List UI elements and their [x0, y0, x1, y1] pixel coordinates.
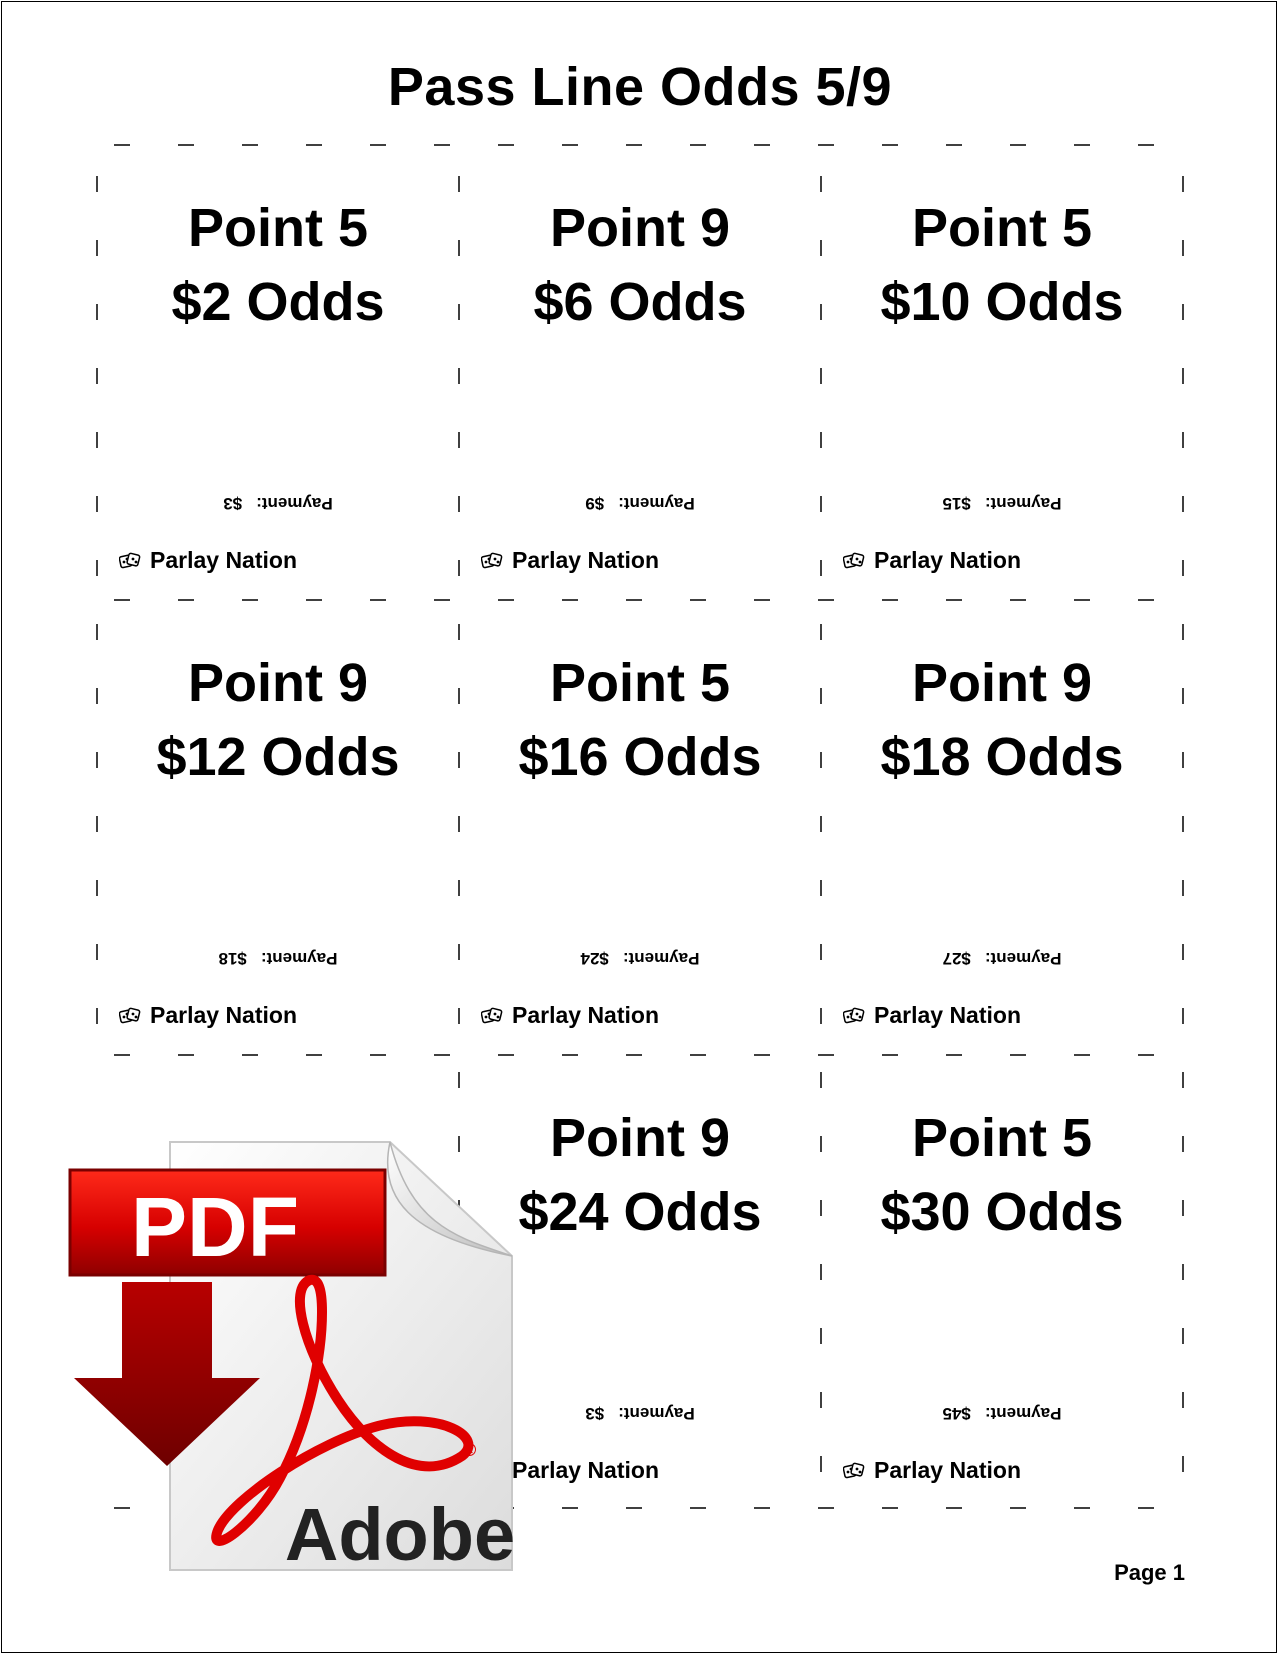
- pdf-label: PDF: [131, 1180, 299, 1274]
- odds-card: Point 9 $6 Odds Payment: $9 Parlay Nation: [459, 145, 821, 599]
- page-title: Pass Line Odds 5/9: [387, 57, 893, 117]
- page-curl: [386, 1141, 513, 1257]
- adobe-wordmark: Adobe: [285, 1493, 515, 1576]
- card-point: Point 9: [911, 653, 1092, 713]
- payment-label: Payment:: [984, 1404, 1062, 1423]
- card-brand: Parlay Nation: [843, 1457, 1021, 1484]
- payment-value: $9: [585, 494, 605, 513]
- card-odds: $24 Odds: [518, 1182, 762, 1242]
- card-brand: Parlay Nation: [481, 1002, 659, 1029]
- card-odds: $30 Odds: [880, 1182, 1124, 1242]
- dice-icon: [119, 552, 141, 568]
- payment-label: Payment:: [256, 494, 333, 513]
- card-brand: Parlay Nation: [481, 547, 659, 574]
- dice-icon: [481, 1007, 503, 1023]
- dice-icon: [481, 552, 503, 568]
- card-odds: $18 Odds: [880, 727, 1124, 787]
- payment-value: $27: [942, 949, 971, 968]
- payment-value: $18: [218, 949, 247, 968]
- odds-card: Point 5 $16 Odds Payment: $24 Parlay Nati…: [459, 600, 821, 1054]
- brand-name: Parlay Nation: [512, 547, 659, 573]
- card-payment: Payment: $15: [821, 493, 1183, 513]
- card-point: Point 9: [187, 653, 368, 713]
- card-payment: Payment: $27: [821, 948, 1183, 968]
- payment-label: Payment:: [260, 949, 338, 968]
- card-point: Point 9: [549, 1108, 730, 1168]
- odds-card: Point 9 $24 Odds Payment: $3 Parlay Natio…: [459, 1055, 821, 1509]
- card-point: Point 5: [911, 1108, 1092, 1168]
- card-point: Point 5: [911, 198, 1092, 258]
- brand-name: Parlay Nation: [512, 1002, 659, 1028]
- brand-name: Parlay Nation: [874, 1002, 1021, 1028]
- card-brand: Parlay Nation: [843, 1002, 1021, 1029]
- odds-card: Point 5 $2 Odds Payment: $3 Parlay Nation: [97, 145, 459, 599]
- payment-label: Payment:: [618, 1404, 695, 1423]
- card-brand: Parlay Nation: [843, 547, 1021, 574]
- card-point: Point 5: [187, 198, 368, 258]
- brand-name: Parlay Nation: [150, 547, 297, 573]
- odds-card: Point 9 $18 Odds Payment: $27 Parlay Nati…: [821, 600, 1183, 1054]
- brand-name: Parlay Nation: [512, 1457, 659, 1483]
- payment-value: $45: [942, 1404, 971, 1423]
- odds-card: Point 5 $10 Odds Payment: $15 Parlay Nati…: [821, 145, 1183, 599]
- payment-label: Payment:: [618, 494, 695, 513]
- card-point: Point 9: [549, 198, 730, 258]
- card-payment: Payment: $18: [97, 948, 459, 968]
- payment-value: $15: [942, 494, 971, 513]
- card-odds: $12 Odds: [156, 727, 400, 787]
- odds-card: Point 9 $12 Odds Payment: $18 Parlay Nati…: [97, 600, 459, 1054]
- dice-icon: [843, 552, 865, 568]
- dice-icon: [119, 1007, 141, 1023]
- brand-name: Parlay Nation: [874, 1457, 1021, 1483]
- payment-value: $24: [580, 949, 609, 968]
- registered-mark: ®: [463, 1440, 476, 1460]
- card-payment: Payment: $3: [97, 493, 459, 513]
- brand-name: Parlay Nation: [874, 547, 1021, 573]
- card-odds: $2 Odds: [171, 272, 385, 332]
- payment-value: $3: [585, 1404, 605, 1423]
- card-point: Point 5: [549, 653, 730, 713]
- card-brand: Parlay Nation: [119, 1002, 297, 1029]
- card-brand: Parlay Nation: [119, 547, 297, 574]
- payment-label: Payment:: [984, 494, 1062, 513]
- card-odds: $6 Odds: [533, 272, 747, 332]
- dice-icon: [843, 1007, 865, 1023]
- pdf-banner: [70, 1170, 385, 1275]
- payment-label: Payment:: [984, 949, 1062, 968]
- card-payment: Payment: $45: [821, 1403, 1183, 1423]
- acrobat-logo-icon: [211, 1274, 474, 1546]
- dice-icon: [843, 1462, 865, 1478]
- card-payment: Payment: $24: [459, 948, 821, 968]
- card-odds: $10 Odds: [880, 272, 1124, 332]
- card-payment: Payment: $9: [459, 493, 821, 513]
- download-arrow-icon: [74, 1282, 260, 1466]
- card-odds: $16 Odds: [518, 727, 762, 787]
- payment-label: Payment:: [622, 949, 700, 968]
- page-number: Page 1: [1114, 1560, 1185, 1585]
- brand-name: Parlay Nation: [150, 1002, 297, 1028]
- payment-value: $3: [223, 494, 243, 513]
- odds-card: Point 5 $30 Odds Payment: $45 Parlay Nati…: [821, 1055, 1183, 1509]
- pdf-download-badge[interactable]: ® PDF Adobe: [60, 1138, 520, 1578]
